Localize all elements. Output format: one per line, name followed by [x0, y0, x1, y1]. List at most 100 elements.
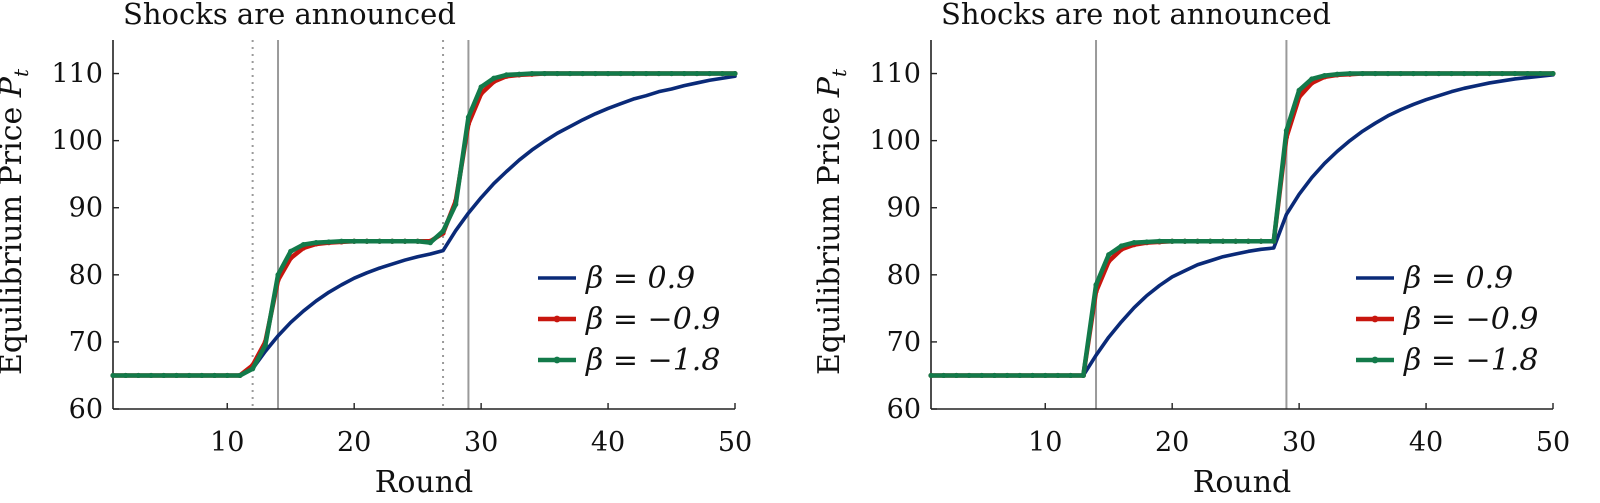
- data-point: [567, 70, 573, 77]
- vertical-reference-lines: [1095, 40, 1288, 409]
- data-point: [402, 238, 408, 244]
- data-point: [1245, 238, 1251, 244]
- data-point: [1525, 70, 1531, 77]
- y-tick-label: 110: [869, 59, 921, 90]
- data-point: [630, 70, 637, 77]
- data-point: [1144, 239, 1150, 245]
- data-point: [605, 70, 611, 77]
- data-point: [1169, 238, 1175, 244]
- x-tick-label: 30: [464, 427, 498, 458]
- data-point: [681, 70, 687, 77]
- data-point: [427, 240, 433, 246]
- x-tick-label: 50: [718, 427, 752, 458]
- x-tick-label: 20: [337, 427, 371, 458]
- data-point: [618, 70, 624, 77]
- y-tick-label: 100: [51, 126, 103, 157]
- data-point: [1486, 70, 1493, 77]
- data-point: [123, 372, 129, 379]
- data-point: [148, 372, 154, 379]
- data-point: [440, 228, 446, 234]
- y-tick-label: 70: [69, 327, 103, 358]
- chart-title: Shocks are announced: [123, 0, 456, 31]
- legend-marker: [553, 356, 561, 364]
- data-point: [389, 238, 395, 244]
- data-point: [966, 372, 972, 379]
- legend: β = 0.9 β = −0.9 β = −1.8: [1356, 261, 1538, 378]
- data-point: [928, 372, 934, 379]
- axes: 60 70 80 90 100 110 10 20 30 40 50: [869, 40, 1570, 458]
- data-point: [186, 372, 192, 379]
- x-tick-label: 20: [1155, 427, 1189, 458]
- data-point: [1118, 243, 1125, 249]
- data-point: [991, 372, 998, 379]
- y-axis-label: Equilibrium Price Pt: [812, 68, 851, 375]
- data-point: [719, 70, 725, 77]
- legend-label: β = 0.9: [585, 261, 695, 296]
- x-tick-label: 50: [1536, 427, 1570, 458]
- legend-item: β = −1.8: [1356, 343, 1538, 378]
- series: [110, 70, 738, 379]
- data-point: [1131, 240, 1137, 246]
- data-point: [941, 372, 947, 379]
- data-point: [592, 70, 598, 77]
- data-point: [1220, 238, 1226, 244]
- legend-label: β = 0.9: [1403, 261, 1513, 296]
- data-point: [351, 238, 357, 244]
- data-point: [326, 239, 332, 245]
- data-point: [1423, 70, 1429, 77]
- data-point: [161, 372, 167, 379]
- plot-area: [110, 70, 738, 379]
- data-point: [262, 342, 268, 348]
- legend-item: β = −0.9: [538, 302, 720, 337]
- data-point: [580, 70, 586, 77]
- legend-item: β = −0.9: [1356, 302, 1538, 337]
- data-point: [1156, 238, 1163, 244]
- x-axis-label: Round: [1193, 465, 1292, 500]
- data-point: [529, 70, 535, 77]
- data-point: [453, 201, 459, 207]
- data-point: [224, 372, 230, 379]
- y-axis-label-subscript: t: [9, 68, 33, 77]
- data-point: [694, 70, 700, 77]
- data-point: [707, 70, 713, 77]
- y-tick-label: 110: [51, 59, 103, 90]
- data-point: [1106, 252, 1112, 258]
- y-axis-label: Equilibrium Price Pt: [0, 68, 33, 375]
- data-point: [173, 372, 180, 379]
- x-tick-label: 40: [591, 427, 625, 458]
- axes: 60 70 80 90 100 110 10 20 30 40 50: [51, 40, 752, 458]
- legend: β = 0.9 β = −0.9 β = −1.8: [538, 261, 720, 378]
- chart-right: Shocks are not announced 60 70 80 90 100 110 1…: [812, 0, 1570, 500]
- y-tick-label: 80: [887, 260, 921, 291]
- legend-item: β = −1.8: [538, 343, 720, 378]
- y-tick-label: 100: [869, 126, 921, 157]
- y-tick-label: 90: [69, 193, 103, 224]
- data-point: [1550, 70, 1556, 77]
- x-axis-label: Round: [375, 465, 474, 500]
- data-point: [1093, 282, 1099, 288]
- data-point: [1448, 70, 1455, 77]
- data-point: [1207, 238, 1213, 244]
- data-point: [1004, 372, 1010, 379]
- data-point: [415, 238, 421, 244]
- data-point: [338, 238, 345, 244]
- y-axis-label-text: Equilibrium Price: [0, 97, 29, 375]
- data-point: [275, 272, 281, 278]
- data-point: [465, 114, 472, 120]
- data-point: [478, 84, 484, 90]
- data-point: [1410, 70, 1416, 77]
- data-point: [1309, 76, 1315, 82]
- data-point: [1359, 70, 1366, 77]
- data-point: [668, 70, 675, 77]
- data-point: [1398, 70, 1404, 77]
- x-tick-label: 40: [1409, 427, 1443, 458]
- x-tick-label: 30: [1282, 427, 1316, 458]
- y-axis-label-symbol: P: [0, 76, 29, 98]
- data-point: [979, 372, 985, 379]
- data-point: [656, 70, 662, 77]
- data-point: [1512, 70, 1518, 77]
- data-point: [554, 70, 560, 77]
- legend-item: β = 0.9: [538, 261, 695, 296]
- data-point: [643, 70, 649, 77]
- data-point: [199, 372, 205, 379]
